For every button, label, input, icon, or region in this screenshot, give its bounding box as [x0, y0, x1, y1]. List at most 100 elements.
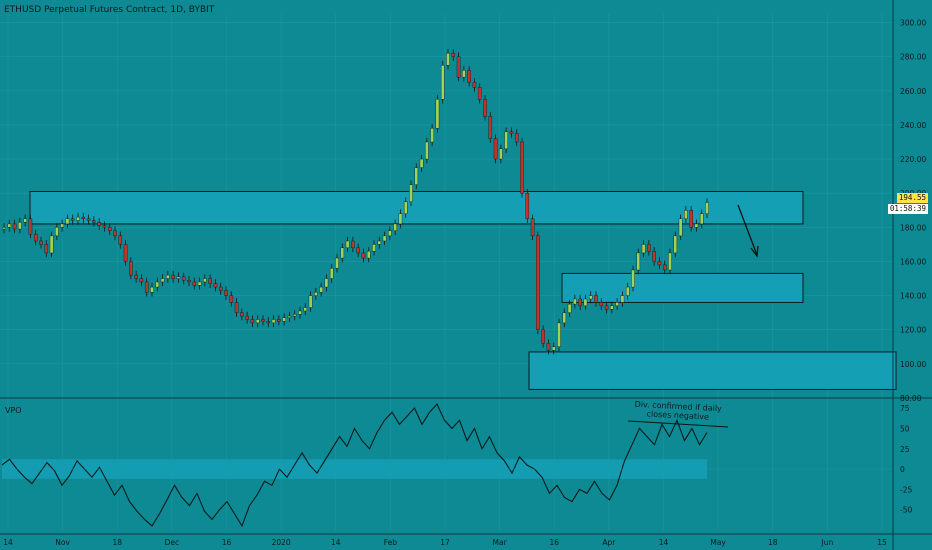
candle-body: [615, 302, 619, 307]
candle-body: [340, 247, 345, 259]
candle-body: [107, 227, 112, 231]
candle-body: [403, 201, 408, 214]
candle-body: [250, 319, 255, 324]
candle-body: [33, 233, 38, 242]
candle-body: [28, 218, 33, 235]
candle-body: [551, 346, 556, 351]
price-tick-label: 140.00: [900, 292, 926, 301]
candle-body: [377, 240, 382, 245]
time-tick-label: 14: [3, 538, 13, 547]
candle-body: [641, 244, 646, 254]
candle-body: [113, 230, 117, 237]
candle-body: [520, 141, 524, 194]
candle-body: [631, 269, 635, 288]
candle-body: [234, 302, 239, 313]
candle-body: [414, 167, 419, 185]
candle-body: [536, 235, 540, 330]
candle-body: [398, 213, 403, 225]
candle-body: [39, 240, 43, 245]
candle-body: [298, 310, 302, 315]
candle-body: [425, 141, 429, 160]
candle-body: [292, 314, 297, 317]
price-tick-label: 100.00: [900, 360, 926, 369]
price-tick-label: 220.00: [900, 155, 926, 164]
candle-body: [12, 223, 17, 230]
candle-body: [668, 252, 672, 271]
candle-body: [150, 286, 154, 293]
candle-body: [92, 220, 96, 223]
vpo-line: [1, 403, 708, 528]
candle-body: [160, 278, 165, 283]
time-tick-label: 17: [440, 538, 450, 547]
candle-body: [388, 230, 392, 237]
candle-body: [97, 222, 101, 226]
candle-body: [477, 87, 482, 100]
candle-body: [673, 235, 678, 254]
time-tick-label: Dec: [165, 538, 180, 547]
candle-body: [440, 64, 445, 100]
candle-body: [488, 116, 493, 139]
candle-body: [229, 295, 234, 303]
candle-body: [197, 281, 202, 286]
candle-body: [308, 295, 313, 308]
candle-body: [504, 131, 508, 150]
candle-body: [351, 240, 355, 249]
candle-body: [694, 223, 699, 228]
candle-body: [224, 290, 228, 296]
candle-body: [419, 158, 424, 168]
candle-body: [361, 252, 366, 259]
candle-body: [662, 264, 667, 271]
candle-body: [562, 312, 567, 324]
time-tick-label: 15: [877, 538, 887, 547]
candle-body: [324, 278, 329, 288]
time-tick-label: Nov: [55, 538, 70, 547]
candle-body: [181, 276, 186, 281]
candle-body: [499, 148, 503, 160]
price-tick-label: 160.00: [900, 257, 926, 266]
candle-body: [18, 222, 22, 230]
candle-body: [472, 82, 477, 88]
candle-body: [366, 251, 371, 259]
time-tick-label: Apr: [602, 538, 616, 547]
candle-body: [213, 283, 218, 288]
candle-body: [171, 274, 175, 279]
candle-body: [705, 202, 709, 214]
time-tick-label: 16: [549, 538, 559, 547]
candle-body: [541, 329, 545, 344]
candle-body: [578, 298, 582, 307]
candle-body: [588, 295, 593, 300]
price-tick-label: 280.00: [900, 53, 926, 62]
price-zone: [528, 351, 897, 390]
candle-body: [86, 218, 91, 221]
candle-body: [134, 274, 138, 279]
candle-body: [76, 216, 80, 221]
candle-body: [261, 319, 265, 322]
candle-body: [652, 251, 656, 262]
price-tick-label: 120.00: [900, 326, 926, 335]
candle-body: [314, 291, 318, 296]
vpo-oscillator: [0, 403, 893, 528]
candle-body: [303, 307, 308, 312]
price-tick-label: 260.00: [900, 87, 926, 96]
candle-body: [567, 303, 572, 313]
candle-body: [70, 218, 75, 221]
price-tick-label: 180.00: [900, 223, 926, 232]
oscillator-title: VPO: [5, 406, 22, 415]
candle-body: [636, 252, 641, 271]
time-tick-label: 14: [659, 538, 669, 547]
candle-body: [393, 223, 397, 231]
candle-body: [689, 210, 693, 228]
candle-body: [176, 276, 181, 279]
candle-body: [155, 281, 160, 288]
vpo-tick-label: 75: [900, 404, 910, 413]
price-candles: [2, 48, 709, 355]
candle-body: [678, 218, 683, 237]
candle-body: [144, 281, 149, 293]
candle-body: [456, 56, 461, 78]
candle-body: [81, 216, 86, 220]
candle-body: [139, 278, 144, 283]
time-tick-label: 16: [222, 538, 232, 547]
candle-body: [287, 315, 292, 318]
vpo-tick-label: -50: [900, 506, 912, 515]
